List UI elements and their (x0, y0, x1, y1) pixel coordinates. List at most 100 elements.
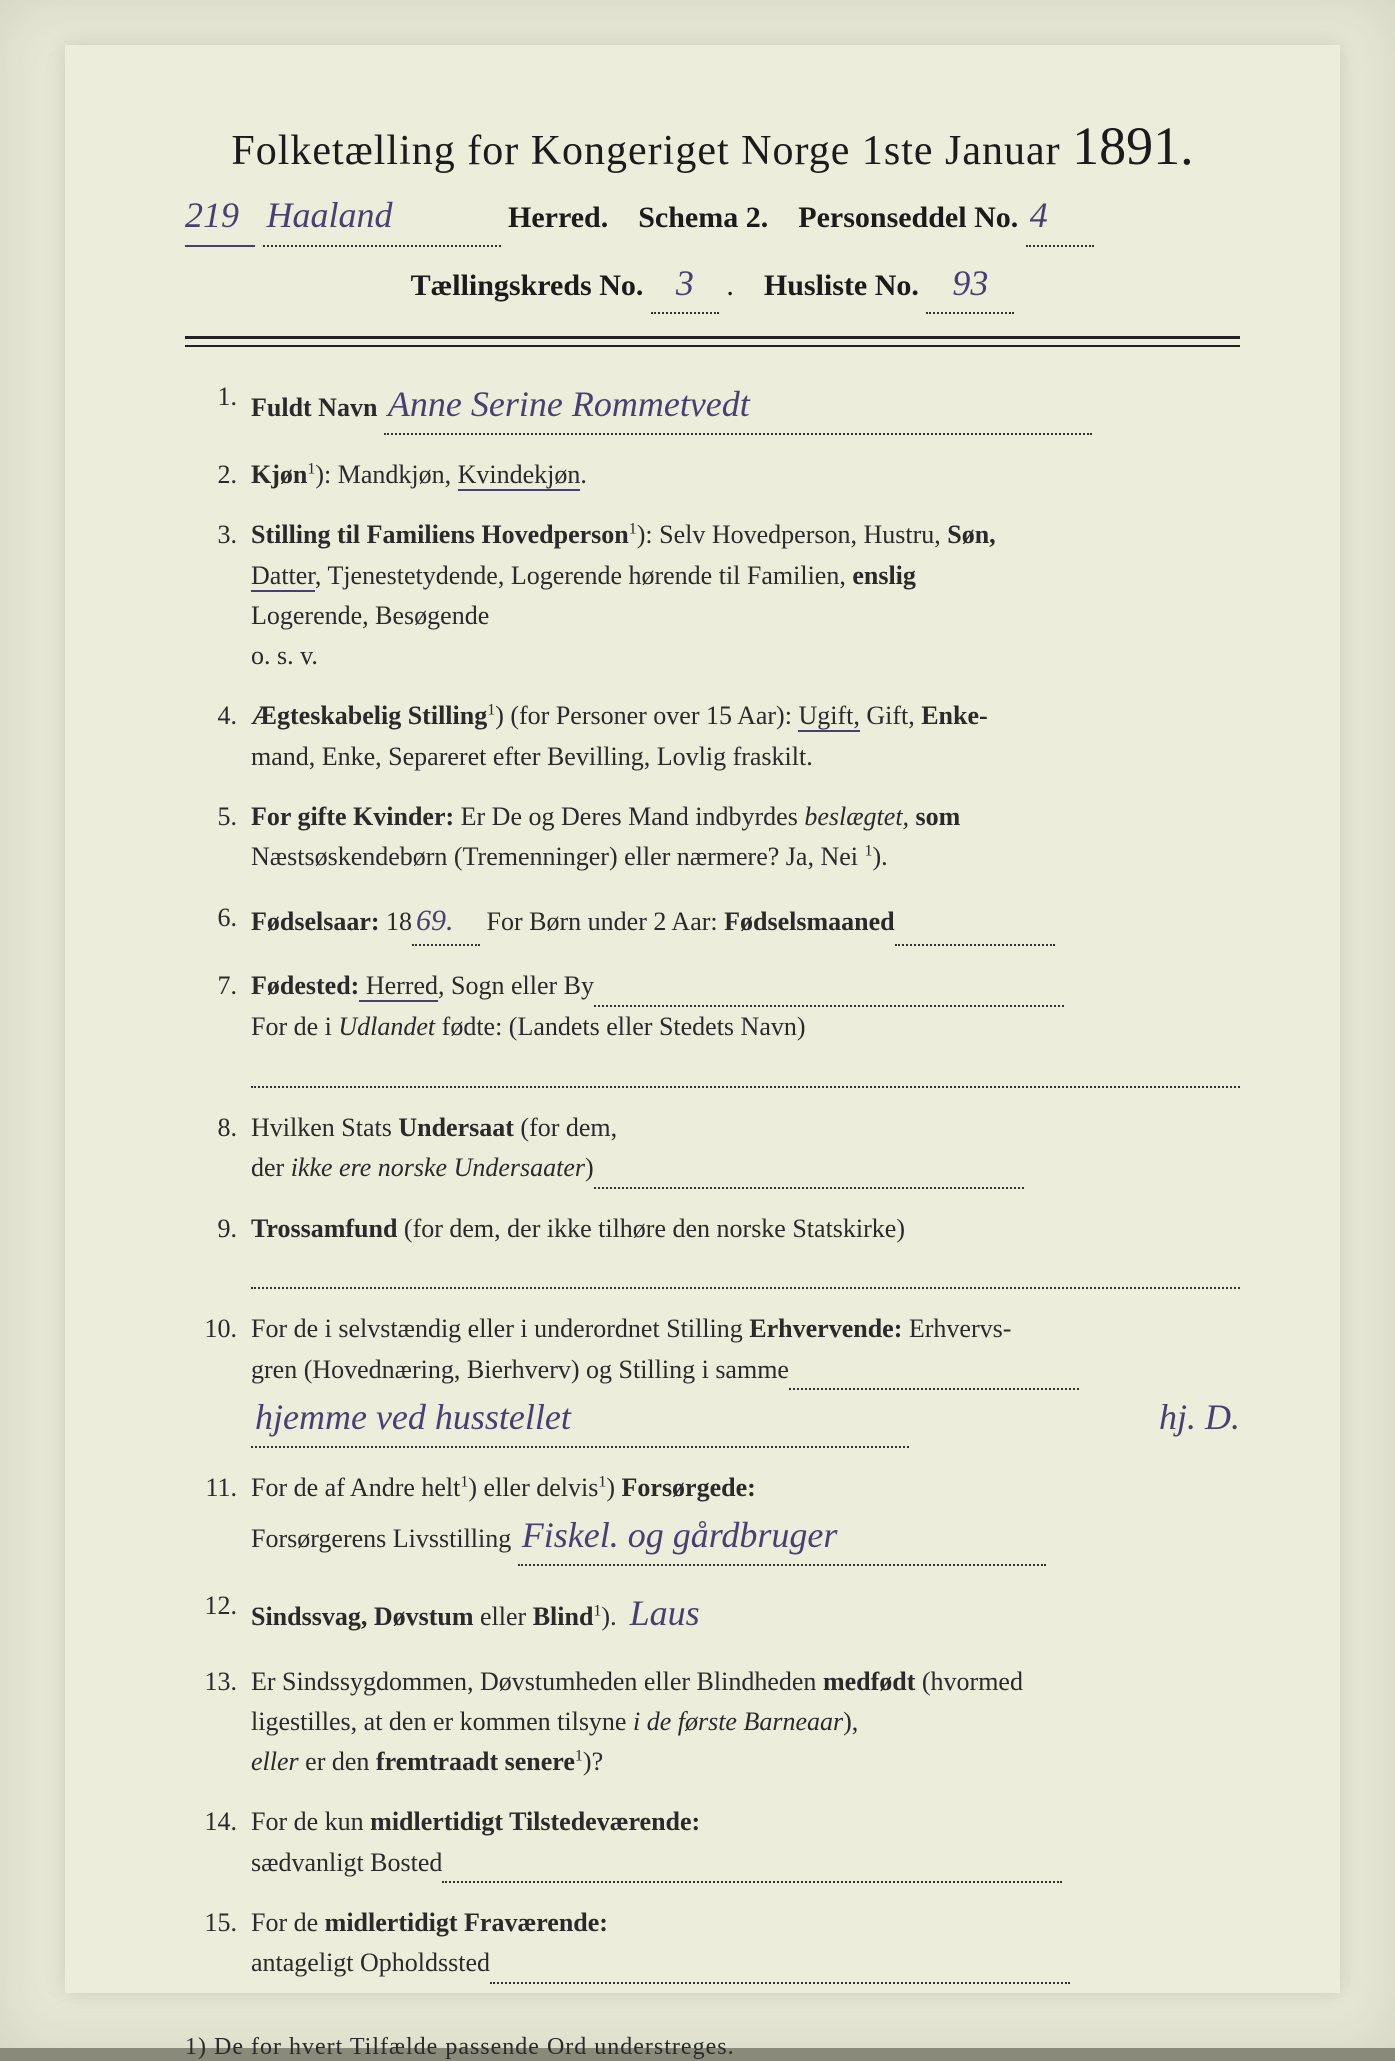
row-12-tail: ). (601, 1602, 616, 1631)
row-15-blank (490, 1958, 1070, 1984)
row-1-num: 1. (185, 377, 251, 417)
row-5-label: For gifte Kvinder: (251, 802, 454, 831)
row-7-l2b: fødte: (Landets eller Stedets Navn) (435, 1012, 805, 1041)
row-7: 7. Fødested: Herred, Sogn eller By For d… (185, 966, 1240, 1088)
row-7-num: 7. (185, 966, 251, 1006)
row-4-underlined: Ugift, (798, 701, 859, 732)
row-12-rest: eller (474, 1602, 533, 1631)
label-herred: Herred. (508, 201, 608, 234)
row-13: 13. Er Sindssygdommen, Døvstumheden elle… (185, 1662, 1240, 1783)
row-1-body: Fuldt Navn Anne Serine Rommetvedt (251, 377, 1240, 435)
row-7-ital: Udlandet (338, 1012, 435, 1041)
row-3-sup: 1 (629, 521, 637, 538)
row-13-l3b: er den (299, 1747, 376, 1776)
title-prefix: Folketælling for Kongeriget Norge 1ste J… (231, 128, 1060, 174)
row-9: 9. Trossamfund (for dem, der ikke tilhør… (185, 1209, 1240, 1290)
row-6-num: 6. (185, 898, 251, 938)
row-15-l1: For de (251, 1908, 325, 1937)
row-14-l2: sædvanligt Bosted (251, 1848, 442, 1877)
row-11-body: For de af Andre helt1) eller delvis1) Fo… (251, 1468, 1240, 1566)
row-11-label: Forsørgede: (622, 1473, 756, 1502)
row-5-l2: Næstsøskendebørn (Tremenninger) eller næ… (251, 842, 865, 871)
row-7-body: Fødested: Herred, Sogn eller By For de i… (251, 966, 1240, 1088)
row-15-num: 15. (185, 1903, 251, 1943)
title-year: 1891. (1072, 116, 1194, 176)
row-5-sup: 1 (865, 843, 873, 860)
row-15-l2: antageligt Opholdssted (251, 1948, 490, 1977)
row-7-blank2 (251, 1062, 1240, 1088)
row-10-blank1 (789, 1364, 1079, 1390)
label-schema: Schema 2. (638, 201, 768, 234)
row-2-rest: ): Mandkjøn, (315, 460, 457, 489)
row-2: 2. Kjøn1): Mandkjøn, Kvindekjøn. (185, 455, 1240, 495)
row-3-underlined: Datter (251, 561, 315, 592)
row-14-blank (442, 1857, 1062, 1883)
row-3-l4: o. s. v. (251, 641, 318, 670)
row-11-l2: Forsørgerens Livsstilling (251, 1524, 511, 1553)
row-5: 5. For gifte Kvinder: Er De og Deres Man… (185, 797, 1240, 878)
row-3-l3: Logerende, Besøgende (251, 601, 489, 630)
row-6-label2: Fødselsmaaned (724, 907, 894, 936)
row-15-body: For de midlertidigt Fraværende: antageli… (251, 1903, 1240, 1984)
row-8-l1b: (for dem, (514, 1113, 617, 1142)
row-12-bold2: Blind (533, 1602, 594, 1631)
row-13-bold2: fremtraadt senere (376, 1747, 575, 1776)
row-9-label: Trossamfund (251, 1214, 397, 1243)
row-2-num: 2. (185, 455, 251, 495)
footnote: 1) De for hvert Tilfælde passende Ord un… (185, 2034, 1240, 2061)
row-10-body: For de i selvstændig eller i underordnet… (251, 1309, 1240, 1447)
header-line-2: Tællingskreds No. 3 . Husliste No. 93 (185, 255, 1240, 315)
row-3-num: 3. (185, 515, 251, 555)
row-3: 3. Stilling til Familiens Hovedperson1):… (185, 515, 1240, 676)
row-8-blank (594, 1163, 1024, 1189)
personseddel-no-hw: 4 (1026, 187, 1094, 247)
row-10-num: 10. (185, 1309, 251, 1349)
row-3-body: Stilling til Familiens Hovedperson1): Se… (251, 515, 1240, 676)
row-3-l2: , Tjenestetydende, Logerende hørende til… (315, 561, 852, 590)
row-11-sup2: 1 (598, 1473, 606, 1490)
row-8: 8. Hvilken Stats Undersaat (for dem, der… (185, 1108, 1240, 1189)
row-11-l1a: For de af Andre helt (251, 1473, 460, 1502)
row-4-bold1: Enke- (921, 701, 987, 730)
header-line-1: 219 Haaland Herred. Schema 2. Personsedd… (185, 187, 1240, 247)
row-2-tail: . (580, 460, 587, 489)
divider-top-2 (185, 345, 1240, 347)
row-14-num: 14. (185, 1802, 251, 1842)
husliste-no-hw: 93 (926, 255, 1014, 315)
row-6-body: Fødselsaar: 1869. For Børn under 2 Aar: … (251, 898, 1240, 947)
row-12-hw: Laus (630, 1586, 700, 1642)
row-12-num: 12. (185, 1586, 251, 1626)
row-13-l2a: ligestilles, at den er kommen tilsyne (251, 1707, 633, 1736)
row-2-label: Kjøn (251, 460, 307, 489)
row-13-ital2: eller (251, 1747, 299, 1776)
row-3-label: Stilling til Familiens Hovedperson (251, 520, 629, 549)
row-10-l2: gren (Hovednæring, Bierhverv) og Stillin… (251, 1355, 789, 1384)
row-5-tail: ). (873, 842, 888, 871)
row-4-num: 4. (185, 696, 251, 736)
row-12: 12. Sindssvag, Døvstum eller Blind1). La… (185, 1586, 1240, 1642)
row-11: 11. For de af Andre helt1) eller delvis1… (185, 1468, 1240, 1566)
row-4: 4. Ægteskabelig Stilling1) (for Personer… (185, 696, 1240, 777)
kreds-no-hw: 3 (651, 255, 719, 315)
row-14-bold: midlertidigt Tilstedeværende: (370, 1807, 700, 1836)
row-7-label: Fødested: (251, 971, 359, 1000)
row-4-l2: mand, Enke, Separeret efter Bevilling, L… (251, 742, 813, 771)
row-11-hw: Fiskel. og gårdbruger (518, 1508, 1046, 1566)
row-11-num: 11. (185, 1468, 251, 1508)
page-background: Folketælling for Kongeriget Norge 1ste J… (0, 0, 1395, 2048)
row-13-l2b: ), (843, 1707, 858, 1736)
label-kreds: Tællingskreds No. (411, 269, 644, 302)
row-5-body: For gifte Kvinder: Er De og Deres Mand i… (251, 797, 1240, 878)
row-7-rest: , Sogn eller By (438, 971, 594, 1000)
row-5-num: 5. (185, 797, 251, 837)
row-8-l2b: ) (585, 1153, 594, 1182)
row-1: 1. Fuldt Navn Anne Serine Rommetvedt (185, 377, 1240, 435)
row-15-bold: midlertidigt Fraværende: (325, 1908, 608, 1937)
footnote-sup: 1 (185, 2034, 198, 2060)
row-13-body: Er Sindssygdommen, Døvstumheden eller Bl… (251, 1662, 1240, 1783)
row-12-body: Sindssvag, Døvstum eller Blind1). Laus (251, 1586, 1240, 1642)
row-10-label: Erhvervende: (749, 1314, 902, 1343)
row-13-l1: Er Sindssygdommen, Døvstumheden eller Bl… (251, 1667, 823, 1696)
row-10-hw2: hj. D. (1159, 1390, 1240, 1446)
row-9-body: Trossamfund (for dem, der ikke tilhøre d… (251, 1209, 1240, 1290)
